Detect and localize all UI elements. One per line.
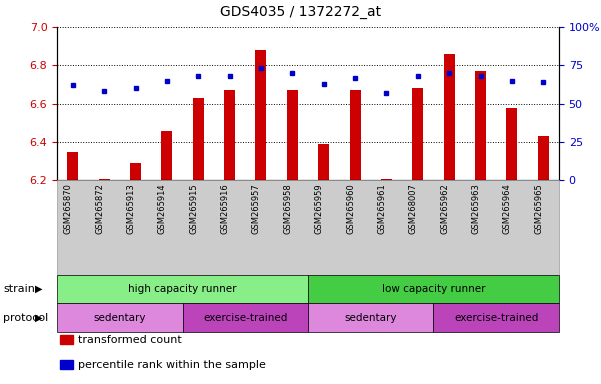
Bar	[412, 88, 423, 180]
Bar	[67, 152, 78, 180]
Bar	[162, 131, 172, 180]
Text: protocol: protocol	[3, 313, 48, 323]
Text: GSM265962: GSM265962	[440, 183, 449, 234]
Bar	[193, 98, 204, 180]
Text: GSM265914: GSM265914	[158, 183, 167, 234]
Text: GSM265958: GSM265958	[283, 183, 292, 234]
Bar	[99, 179, 109, 180]
Bar	[350, 90, 361, 180]
Text: GSM265870: GSM265870	[64, 183, 73, 234]
Bar	[381, 179, 392, 180]
Text: GSM268007: GSM268007	[409, 183, 418, 234]
Bar	[224, 90, 235, 180]
Text: GSM265961: GSM265961	[377, 183, 386, 234]
Bar	[475, 71, 486, 180]
Text: GSM265960: GSM265960	[346, 183, 355, 234]
Text: low capacity runner: low capacity runner	[382, 284, 485, 294]
Text: strain: strain	[3, 284, 35, 294]
Text: GDS4035 / 1372272_at: GDS4035 / 1372272_at	[220, 5, 381, 19]
Bar	[255, 50, 266, 180]
Text: GSM265957: GSM265957	[252, 183, 261, 234]
Text: sedentary: sedentary	[94, 313, 146, 323]
Bar	[130, 163, 141, 180]
Bar	[318, 144, 329, 180]
Text: GSM265913: GSM265913	[126, 183, 135, 234]
Text: GSM265963: GSM265963	[472, 183, 481, 234]
Bar	[538, 136, 549, 180]
Text: ▶: ▶	[35, 284, 42, 294]
Text: GSM265872: GSM265872	[95, 183, 104, 234]
Text: GSM265915: GSM265915	[189, 183, 198, 234]
Text: high capacity runner: high capacity runner	[128, 284, 237, 294]
Text: ▶: ▶	[35, 313, 42, 323]
Text: GSM265916: GSM265916	[221, 183, 230, 234]
Text: GSM265964: GSM265964	[503, 183, 512, 234]
Text: GSM265959: GSM265959	[315, 183, 324, 234]
Bar	[507, 108, 517, 180]
Text: exercise-trained: exercise-trained	[203, 313, 287, 323]
Text: GSM265965: GSM265965	[534, 183, 543, 234]
Bar	[287, 90, 298, 180]
Text: transformed count: transformed count	[78, 335, 182, 345]
Text: sedentary: sedentary	[344, 313, 397, 323]
Text: exercise-trained: exercise-trained	[454, 313, 538, 323]
Text: percentile rank within the sample: percentile rank within the sample	[78, 360, 266, 370]
Bar	[444, 54, 454, 180]
